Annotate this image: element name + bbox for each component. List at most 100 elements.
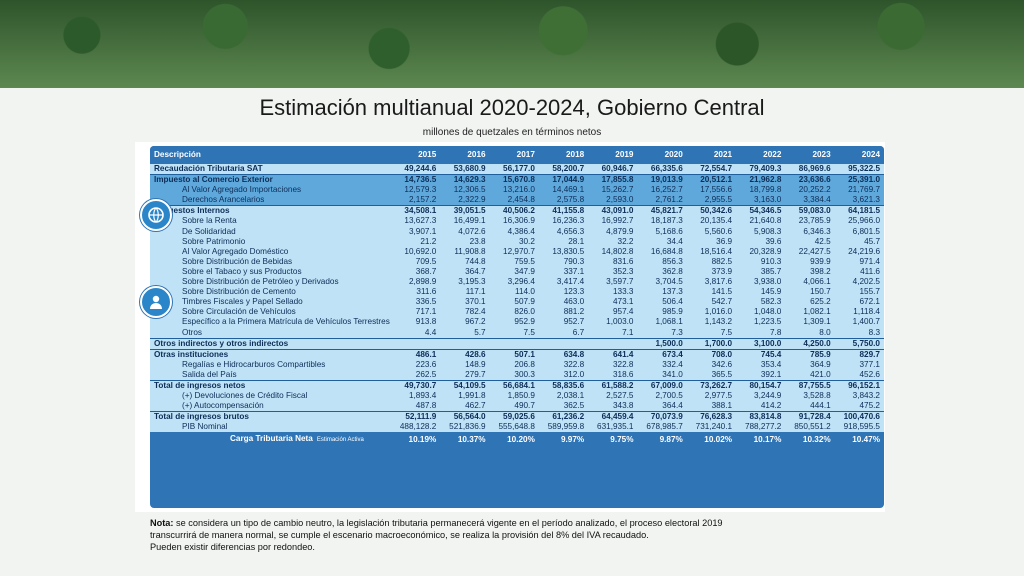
cell-value: 3,704.5 [637,277,687,288]
cell-value: 507.1 [489,348,539,360]
cell-value: 56,564.0 [440,411,490,423]
cell-value: 788,277.2 [736,422,786,433]
cell-value: 826.0 [489,307,539,318]
header-year: 2015 [391,146,441,164]
cell-value: 364.9 [785,359,835,370]
cell-value: 11,908.8 [440,246,490,257]
cell-value: 3,938.0 [736,277,786,288]
table-row: De Solidaridad 3,907.1 4,072.6 4,386.4 4,656… [150,226,884,237]
cell-value: 971.4 [834,256,884,267]
cell-value: 8.3 [834,327,884,339]
cell-value: 5,168.6 [637,226,687,237]
cell-value: 2,575.8 [538,195,589,206]
cell-value: 16,236.3 [538,216,589,227]
footnote-line2: transcurrirá de manera normal, se cumple… [150,530,649,540]
footer-value: 9.75% [588,432,638,448]
cell-value: 731,240.1 [686,422,737,433]
cell-value: 15,670.8 [489,174,539,186]
cell-value: 856.3 [637,256,687,267]
cell-value: 353.4 [736,359,786,370]
cell-value: 421.0 [785,369,835,381]
footer-value: 9.97% [538,432,589,448]
cell-value: 542.7 [686,297,737,308]
cell-value: 28.1 [538,236,589,247]
row-label: Sobre el Tabaco y sus Productos [150,266,391,278]
footnote-label: Nota: [150,518,174,528]
cell-value: 582.3 [736,297,786,308]
cell-value: 80,154.7 [736,379,786,392]
header-description: Descripción [150,146,391,164]
row-label: Total de ingresos netos [150,379,391,392]
cell-value: 262.5 [391,369,441,381]
header-year: 2016 [440,146,490,164]
cell-value: 300.3 [489,369,539,381]
cell-value: 490.7 [489,401,539,412]
table-row: Específico a la Primera Matrícula de Veh… [150,317,884,328]
cell-value: 1,850.9 [489,391,539,402]
cell-value: 14,469.1 [538,185,589,196]
cell-value: 39,051.5 [440,205,490,217]
table-row: Total de ingresos netos 49,730.7 54,109.5 5… [150,379,884,392]
cell-value: 1,400.7 [834,317,884,328]
cell-value: 6.7 [538,327,589,339]
cell-value: 21,640.8 [736,216,786,227]
cell-value: 6,346.3 [785,226,835,237]
table-row: Total de ingresos brutos 52,111.9 56,564.0… [150,411,884,423]
cell-value: 17,556.6 [686,185,737,196]
footer-label-cell: Carga Tributaria Neta Estimación Activa [150,432,391,448]
cell-value: 50,342.6 [686,205,737,217]
cell-value: 589,959.8 [538,422,589,433]
footnote-line1: se considera un tipo de cambio neutro, l… [176,518,723,528]
cell-value: 385.7 [736,266,786,278]
cell-value: 14,629.3 [440,174,490,186]
cell-value: 398.2 [785,266,835,278]
cell-value: 2,593.0 [588,195,638,206]
cell-value: 16,252.7 [637,185,687,196]
cell-value: 1,700.0 [686,337,737,350]
cell-value: 1,143.2 [686,317,737,328]
header-year: 2017 [489,146,539,164]
table-row: Otros indirectos y otros indirectos 1,500… [150,337,884,350]
cell-value: 985.9 [637,307,687,318]
table-footer-row: Carga Tributaria Neta Estimación Activa 10… [150,432,884,448]
cell-value: 6,801.5 [834,226,884,237]
cell-value: 54,346.5 [736,205,786,217]
cell-value: 365.5 [686,369,737,381]
cell-value: 631,935.1 [588,422,638,433]
cell-value: 2,454.8 [489,195,539,206]
cell-value: 4,250.0 [785,337,835,350]
row-label: Impuesto al Comercio Exterior [150,174,391,186]
table-row: Timbres Fiscales y Papel Sellado 336.5 370… [150,297,884,308]
cell-value: 66,335.6 [637,164,687,175]
cell-value: 881.2 [538,307,589,318]
cell-value: 1,118.4 [834,307,884,318]
cell-value: 831.6 [588,256,638,267]
cell-value: 25,966.0 [834,216,884,227]
cell-value: 14,802.8 [588,246,638,257]
cell-value: 414.2 [736,401,786,412]
cell-value: 952.7 [538,317,589,328]
footnote-line3: Pueden existir diferencias por redondeo. [150,542,315,552]
cell-value: 61,588.2 [588,379,638,392]
row-label: Sobre Distribución de Cemento [150,287,391,298]
cell-value: 76,628.3 [686,411,737,423]
cell-value: 913.8 [391,317,441,328]
cell-value [588,337,638,350]
cell-value: 19,013.9 [637,174,687,186]
cell-value: 3,621.3 [834,195,884,206]
cell-value: 155.7 [834,287,884,298]
cell-value: 708.0 [686,348,737,360]
cell-value: 1,016.0 [686,307,737,318]
cell-value: 678,985.7 [637,422,687,433]
cell-value: 3,195.3 [440,277,490,288]
cell-value: 1,893.4 [391,391,441,402]
cell-value: 918,595.5 [834,422,884,433]
cell-value: 850,551.2 [785,422,835,433]
cell-value: 1,082.1 [785,307,835,318]
cell-value: 60,946.7 [588,164,638,175]
cell-value: 318.6 [588,369,638,381]
cell-value: 53,680.9 [440,164,490,175]
cell-value: 625.2 [785,297,835,308]
cell-value: 829.7 [834,348,884,360]
footer-value: 10.32% [785,432,835,448]
